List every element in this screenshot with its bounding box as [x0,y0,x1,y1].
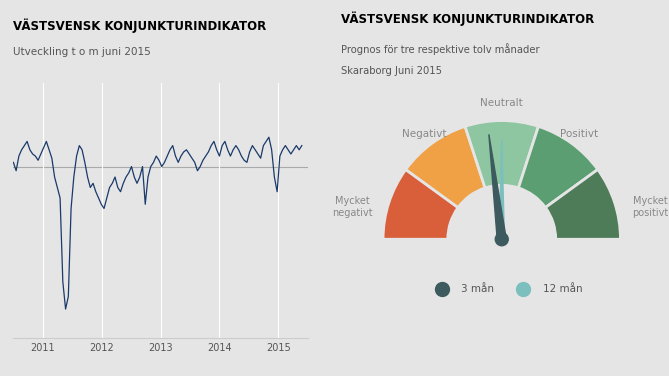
Text: VÄSTSVENSK KONJUNKTURINDIKATOR: VÄSTSVENSK KONJUNKTURINDIKATOR [341,11,595,26]
Text: 12 mån: 12 mån [543,284,583,294]
Wedge shape [405,126,485,208]
Wedge shape [545,170,620,239]
Polygon shape [489,134,506,240]
Text: Neutralt: Neutralt [480,98,523,108]
Text: 3 mån: 3 mån [461,284,494,294]
Text: Mycket
positivt: Mycket positivt [632,196,669,218]
Polygon shape [499,140,504,239]
Circle shape [448,185,556,293]
Text: VÄSTSVENSK KONJUNKTURINDIKATOR: VÄSTSVENSK KONJUNKTURINDIKATOR [13,19,267,33]
Circle shape [495,233,508,246]
Text: Utveckling t o m juni 2015: Utveckling t o m juni 2015 [13,47,151,57]
Wedge shape [465,121,539,188]
Text: Prognos för tre respektive tolv månader: Prognos för tre respektive tolv månader [341,43,540,55]
Text: Positivt: Positivt [561,129,599,138]
Wedge shape [518,126,598,208]
Text: Skaraborg Juni 2015: Skaraborg Juni 2015 [341,66,442,76]
Text: Mycket
negativt: Mycket negativt [332,196,373,218]
Text: Negativt: Negativt [402,129,446,138]
Wedge shape [383,170,458,239]
